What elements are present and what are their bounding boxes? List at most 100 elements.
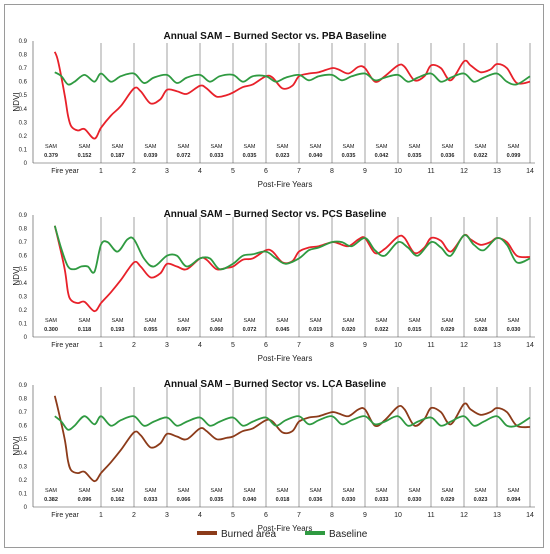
sam-value: 0.382	[44, 497, 58, 503]
sam-label: SAM	[376, 144, 388, 150]
sam-value: 0.036	[441, 153, 455, 159]
y-tick-label: 0.5	[19, 267, 28, 273]
x-tick-label: 8	[330, 342, 334, 349]
y-tick-label: 0.7	[19, 410, 28, 416]
y-tick-label: 0.2	[19, 134, 28, 140]
sam-label: SAM	[343, 488, 355, 494]
sam-value: 0.035	[342, 153, 356, 159]
sam-label: SAM	[442, 488, 454, 494]
x-tick-label: 7	[297, 168, 301, 175]
sam-label: SAM	[145, 144, 157, 150]
sam-label: SAM	[508, 318, 520, 324]
sam-label: SAM	[145, 318, 157, 324]
legend: Burned area Baseline	[197, 529, 368, 540]
y-tick-label: 0.4	[19, 107, 28, 113]
sam-label: SAM	[310, 318, 322, 324]
sam-value: 0.040	[243, 497, 257, 503]
x-tick-label: 3	[165, 512, 169, 519]
y-tick-label: 0.8	[19, 397, 28, 403]
sam-label: SAM	[475, 488, 487, 494]
x-tick-label: 12	[460, 512, 468, 519]
baseline-line	[54, 71, 531, 86]
sam-label: SAM	[508, 144, 520, 150]
sam-value: 0.118	[78, 327, 91, 333]
sam-value: 0.096	[78, 497, 92, 503]
y-tick-label: 0.5	[19, 437, 28, 443]
x-tick-label: 11	[427, 168, 434, 175]
sam-label: SAM	[211, 144, 223, 150]
y-tick-label: 0.3	[19, 120, 28, 126]
chart-title: Annual SAM – Burned Sector vs. LCA Basel…	[164, 379, 387, 390]
sam-label: SAM	[343, 318, 355, 324]
y-tick-label: 0.4	[19, 451, 28, 457]
x-tick-label: 9	[363, 512, 367, 519]
sam-label: SAM	[277, 488, 289, 494]
x-tick-label: 3	[165, 342, 169, 349]
burned-area-line	[53, 225, 531, 313]
sam-value: 0.030	[342, 497, 356, 503]
x-tick-label: 6	[264, 342, 268, 349]
sam-label: SAM	[475, 144, 487, 150]
sam-value: 0.033	[375, 497, 389, 503]
sam-value: 0.035	[243, 153, 257, 159]
y-tick-label: 0.7	[19, 240, 28, 246]
chart-panel-1: Annual SAM – Burned Sector vs. PBA Basel…	[12, 31, 535, 189]
x-tick-label: Fire year	[51, 512, 79, 519]
x-tick-label: Fire year	[51, 168, 79, 175]
x-tick-label: 13	[493, 512, 501, 519]
sam-label: SAM	[376, 318, 388, 324]
sam-value: 0.099	[507, 153, 521, 159]
sam-label: SAM	[79, 144, 91, 150]
y-tick-label: 0	[24, 505, 28, 511]
x-tick-label: 14	[526, 168, 534, 175]
sam-label: SAM	[178, 318, 190, 324]
legend-swatch	[305, 531, 325, 535]
sam-label: SAM	[178, 488, 190, 494]
x-tick-label: 5	[231, 342, 235, 349]
x-axis-label: Post-Fire Years	[258, 354, 313, 363]
x-tick-label: 8	[330, 512, 334, 519]
figure-frame: Annual SAM – Burned Sector vs. PBA Basel…	[4, 4, 544, 548]
x-tick-label: 2	[132, 168, 136, 175]
sam-value: 0.035	[408, 153, 422, 159]
x-tick-label: 14	[526, 512, 534, 519]
x-tick-label: 4	[198, 168, 202, 175]
x-tick-label: 14	[526, 342, 534, 349]
y-tick-label: 0.9	[19, 213, 28, 219]
sam-label: SAM	[409, 488, 421, 494]
sam-label: SAM	[376, 488, 388, 494]
sam-value: 0.033	[144, 497, 158, 503]
y-tick-label: 0.7	[19, 66, 28, 72]
sam-value: 0.060	[210, 327, 224, 333]
sam-value: 0.045	[276, 327, 290, 333]
y-tick-label: 0.6	[19, 424, 28, 430]
legend-swatch	[197, 531, 217, 535]
sam-value: 0.015	[408, 327, 422, 333]
sam-value: 0.300	[44, 327, 58, 333]
sam-value: 0.094	[507, 497, 522, 503]
y-tick-label: 0.4	[19, 281, 28, 287]
chart-panel-2: Annual SAM – Burned Sector vs. PCS Basel…	[12, 209, 535, 363]
sam-value: 0.162	[111, 497, 125, 503]
sam-label: SAM	[409, 318, 421, 324]
sam-label: SAM	[112, 318, 124, 324]
sam-label: SAM	[244, 318, 256, 324]
sam-value: 0.072	[243, 327, 257, 333]
chart-title: Annual SAM – Burned Sector vs. PCS Basel…	[164, 209, 387, 220]
sam-label: SAM	[343, 144, 355, 150]
y-tick-label: 0.9	[19, 383, 28, 389]
sam-value: 0.187	[111, 153, 125, 159]
y-tick-label: 0.1	[19, 491, 28, 497]
y-tick-label: 0.3	[19, 464, 28, 470]
x-tick-label: 12	[460, 342, 468, 349]
baseline-line	[54, 415, 531, 431]
y-axis-label: NDVI	[12, 92, 21, 111]
x-tick-label: 13	[493, 168, 501, 175]
x-axis-label: Post-Fire Years	[258, 524, 313, 533]
burned-area-line	[53, 395, 531, 483]
y-tick-label: 0.6	[19, 254, 28, 260]
sam-label: SAM	[145, 488, 157, 494]
sam-value: 0.020	[342, 327, 356, 333]
y-tick-label: 0.1	[19, 147, 28, 153]
x-tick-label: 2	[132, 512, 136, 519]
